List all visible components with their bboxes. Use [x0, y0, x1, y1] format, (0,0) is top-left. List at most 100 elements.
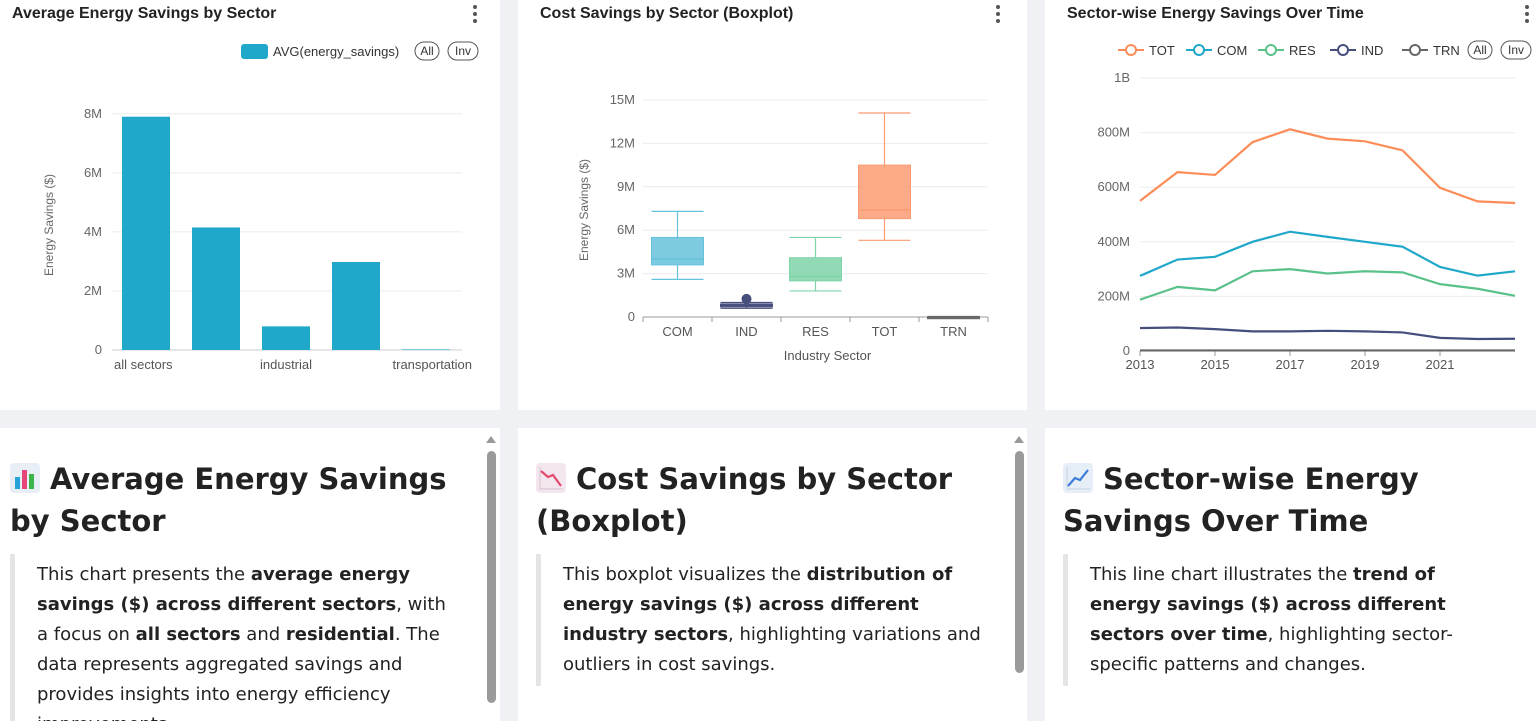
chart-increasing-icon — [1063, 463, 1093, 493]
chart-title: Cost Savings by Sector (Boxplot) — [540, 5, 794, 22]
legend-inverse-button-bg — [1500, 40, 1532, 60]
legend-item-RES: RES — [1258, 43, 1316, 58]
series-line-RES — [1139, 267, 1516, 301]
y-axis-label: Energy Savings ($) — [577, 159, 591, 261]
bar-commercial — [192, 227, 240, 350]
bar-all-sectors — [122, 116, 170, 350]
box-IND — [720, 293, 773, 309]
legend-marker — [1125, 44, 1137, 56]
x-tick-label: 2013 — [1126, 357, 1155, 372]
y-tick-label: 800M — [1097, 125, 1130, 140]
legend-all-button-bg — [1467, 40, 1493, 60]
markdown-heading: Average Energy Savings by Sector — [10, 462, 447, 538]
x-tick-label: RES — [802, 324, 829, 339]
chart-decreasing-icon — [536, 463, 566, 493]
y-tick-label: 400M — [1097, 234, 1130, 249]
legend-label: COM — [1217, 43, 1247, 58]
legend-all-button[interactable]: All — [1467, 40, 1493, 60]
markdown-description: This line chart illustrates the trend of… — [1063, 554, 1496, 686]
legend-inverse-button-label: Inv — [455, 44, 471, 58]
y-tick-label: 600M — [1097, 179, 1130, 194]
markdown-panel-sector-trend: Sector-wise Energy Savings Over Time Thi… — [1045, 428, 1536, 721]
markdown-panel-average-energy-savings: Average Energy Savings by Sector This ch… — [0, 428, 500, 721]
more-options-icon[interactable] — [468, 3, 482, 25]
legend-swatch — [241, 44, 268, 59]
series-line-IND — [1139, 326, 1516, 341]
box-RES — [789, 236, 842, 292]
series-line-TOT — [1139, 128, 1516, 205]
y-tick-label: 200M — [1097, 288, 1130, 303]
more-options-icon[interactable] — [991, 3, 1005, 25]
chart-title: Average Energy Savings by Sector — [12, 5, 277, 22]
legend-marker — [1265, 44, 1277, 56]
box-TRN — [927, 315, 980, 320]
y-tick-label: 15M — [610, 92, 635, 107]
x-tick-label: 2021 — [1426, 357, 1455, 372]
y-tick-label: 6M — [617, 222, 635, 237]
legend-marker — [1409, 44, 1421, 56]
legend-all-button-bg — [414, 41, 440, 61]
legend-marker — [1193, 44, 1205, 56]
line-chart: 0 200M 400M 600M 800M 1B 2013 2015 2017 2019 2021 T… — [1097, 40, 1532, 372]
y-tick-label: 4M — [84, 224, 102, 239]
series-line-COM — [1139, 230, 1516, 277]
chart-title: Sector-wise Energy Savings Over Time — [1067, 5, 1364, 22]
x-tick-label: transportation — [393, 357, 473, 372]
chart-panel-sector-trend: Sector-wise Energy Savings Over Time 0 20… — [1045, 0, 1536, 410]
y-tick-label: 8M — [84, 106, 102, 121]
bar-chart: 0 2M 4M 6M 8M all sectors industrial transporta… — [42, 41, 479, 372]
markdown-heading: Cost Savings by Sector (Boxplot) — [536, 462, 953, 538]
more-options-icon[interactable] — [1520, 3, 1534, 25]
legend-label: TRN — [1433, 43, 1460, 58]
bar-industrial — [262, 326, 310, 350]
box-TOT — [858, 112, 911, 241]
x-tick-label: TRN — [940, 324, 967, 339]
legend-marker — [1337, 44, 1349, 56]
y-tick-label: 0 — [95, 342, 102, 357]
y-tick-label: 1B — [1114, 70, 1130, 85]
scrollbar[interactable] — [484, 432, 498, 703]
x-tick-label: all sectors — [114, 357, 173, 372]
x-tick-label: 2015 — [1201, 357, 1230, 372]
legend-inverse-button-label: Inv — [1508, 43, 1524, 57]
y-tick-label: 0 — [1123, 343, 1130, 358]
x-tick-label: IND — [735, 324, 757, 339]
legend-label: RES — [1289, 43, 1316, 58]
bar-residential — [332, 262, 380, 350]
x-tick-label: 2017 — [1276, 357, 1305, 372]
box-iqr — [789, 257, 842, 282]
legend-item-COM: COM — [1186, 43, 1247, 58]
y-tick-label: 6M — [84, 165, 102, 180]
y-tick-label: 2M — [84, 283, 102, 298]
markdown-description: This chart presents the average energy s… — [10, 554, 460, 721]
boxplot-chart: 0 3M 6M 9M 12M 15M COM IND RES TOT TRN Industry Sec… — [577, 92, 989, 363]
chart-panel-average-energy-savings: Average Energy Savings by Sector 0 2M 4M 6M… — [0, 0, 500, 410]
outlier-point — [741, 293, 752, 304]
legend-all-button-label: All — [420, 44, 433, 58]
bar-chart-icon — [10, 463, 40, 493]
markdown-panel-cost-savings: Cost Savings by Sector (Boxplot) This bo… — [518, 428, 1027, 721]
x-tick-label: TOT — [872, 324, 898, 339]
bar-transportation — [402, 349, 450, 350]
chart-panel-cost-savings-boxplot: Cost Savings by Sector (Boxplot) 0 3M 6M 9M… — [518, 0, 1027, 410]
x-axis-label: Industry Sector — [784, 348, 872, 363]
box-iqr — [651, 236, 704, 266]
x-tick-label: COM — [662, 324, 692, 339]
legend-label: AVG(energy_savings) — [273, 44, 399, 59]
legend-item-TRN: TRN — [1402, 43, 1460, 58]
y-tick-label: 12M — [610, 135, 635, 150]
legend-item-IND: IND — [1330, 43, 1383, 58]
legend-inverse-button[interactable]: Inv — [1500, 40, 1532, 60]
y-axis-label: Energy Savings ($) — [42, 174, 56, 276]
y-tick-label: 0 — [628, 309, 635, 324]
legend-all-button-label: All — [1473, 43, 1486, 57]
legend-inverse-button[interactable]: Inv — [447, 41, 479, 61]
markdown-heading: Sector-wise Energy Savings Over Time — [1063, 462, 1419, 538]
x-tick-label: 2019 — [1351, 357, 1380, 372]
y-tick-label: 9M — [617, 179, 635, 194]
legend-item-TOT: TOT — [1118, 43, 1175, 58]
scrollbar[interactable] — [1012, 432, 1026, 673]
legend-all-button[interactable]: All — [414, 41, 440, 61]
x-tick-label: industrial — [260, 357, 312, 372]
legend-label: TOT — [1149, 43, 1175, 58]
